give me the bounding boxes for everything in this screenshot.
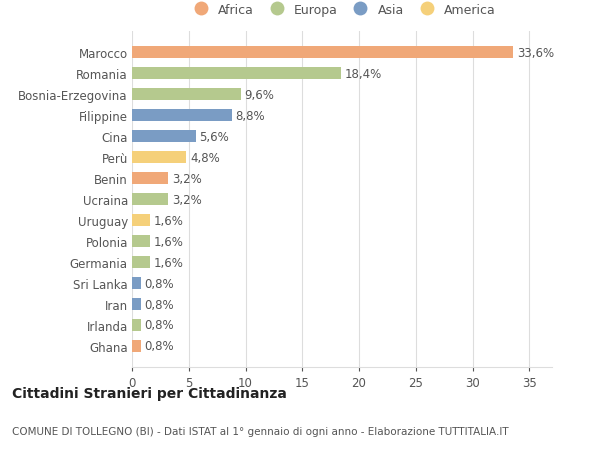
Text: 1,6%: 1,6% [154, 214, 184, 227]
Bar [132, 173, 169, 185]
Text: 0,8%: 0,8% [145, 340, 174, 353]
Bar [132, 215, 150, 226]
Text: 4,8%: 4,8% [190, 151, 220, 164]
Text: 3,2%: 3,2% [172, 172, 202, 185]
Text: COMUNE DI TOLLEGNO (BI) - Dati ISTAT al 1° gennaio di ogni anno - Elaborazione T: COMUNE DI TOLLEGNO (BI) - Dati ISTAT al … [12, 426, 509, 436]
Text: 0,8%: 0,8% [145, 277, 174, 290]
Bar [132, 299, 141, 310]
Text: 3,2%: 3,2% [172, 193, 202, 206]
Text: 0,8%: 0,8% [145, 298, 174, 311]
Bar [132, 257, 150, 268]
Text: Cittadini Stranieri per Cittadinanza: Cittadini Stranieri per Cittadinanza [12, 386, 287, 400]
Bar [132, 110, 232, 122]
Text: 1,6%: 1,6% [154, 235, 184, 248]
Bar [132, 47, 514, 59]
Bar [132, 341, 141, 352]
Bar [132, 236, 150, 247]
Bar [132, 319, 141, 331]
Text: 9,6%: 9,6% [244, 89, 274, 101]
Text: 18,4%: 18,4% [344, 67, 382, 80]
Bar [132, 194, 169, 206]
Text: 0,8%: 0,8% [145, 319, 174, 332]
Bar [132, 278, 141, 289]
Bar [132, 68, 341, 80]
Bar [132, 152, 187, 163]
Text: 5,6%: 5,6% [199, 130, 229, 143]
Legend: Africa, Europa, Asia, America: Africa, Europa, Asia, America [185, 1, 499, 19]
Text: 33,6%: 33,6% [517, 47, 554, 60]
Bar [132, 131, 196, 143]
Text: 1,6%: 1,6% [154, 256, 184, 269]
Bar [132, 89, 241, 101]
Text: 8,8%: 8,8% [235, 109, 265, 123]
